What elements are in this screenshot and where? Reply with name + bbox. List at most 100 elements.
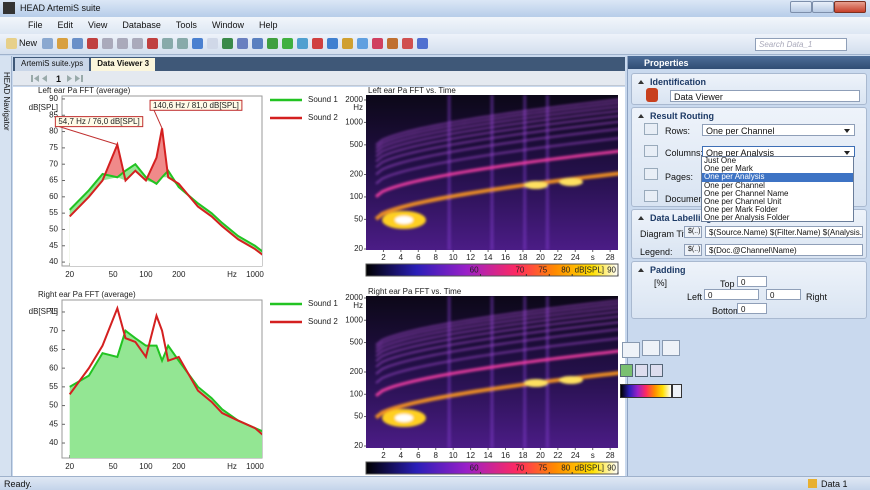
toolbar-icon[interactable] (386, 38, 398, 50)
spectrum-hotspot (524, 379, 548, 387)
menu-item[interactable]: Database (122, 20, 161, 30)
bottom-field[interactable]: 0 (737, 303, 767, 314)
toolbar-icon[interactable] (101, 38, 113, 50)
spectrum-trace (375, 101, 618, 150)
document-tab[interactable]: Data Viewer 3 (91, 58, 156, 71)
page-nav-arrows[interactable] (31, 74, 91, 83)
legend-field[interactable]: $(Doc.@Channel\Name) (705, 244, 863, 256)
palette-select[interactable] (620, 384, 672, 398)
toolbar-icon[interactable] (281, 38, 293, 50)
palette-dropdown[interactable] (672, 384, 682, 398)
toolbar-icon[interactable] (131, 38, 143, 50)
search-box[interactable]: Search Data_1 (755, 38, 847, 51)
menu-item[interactable]: Help (258, 20, 278, 30)
document-tab[interactable]: ArtemiS suite.yps (15, 58, 90, 71)
toolbar-icon[interactable] (161, 38, 173, 50)
toolbar-icon[interactable] (266, 38, 278, 50)
section-heading[interactable]: Identification (638, 77, 706, 87)
tool-button[interactable] (662, 340, 680, 356)
app-icon (3, 2, 15, 14)
tool-button[interactable] (622, 342, 640, 358)
name-field[interactable]: Data Viewer (670, 90, 860, 102)
toolbar-icon[interactable] (146, 38, 158, 50)
x-tick-label: 2 (381, 253, 386, 262)
dropdown-option[interactable]: One per Channel (704, 180, 765, 190)
y-tick-label: 60 (49, 192, 58, 201)
dropdown-option[interactable]: One per Channel Unit (704, 196, 782, 206)
toolbar-icon[interactable] (236, 38, 248, 50)
toolbar-icon[interactable] (416, 38, 428, 50)
colorbar-label: 80 (561, 266, 570, 275)
tool-button[interactable] (650, 364, 663, 377)
series-line (68, 162, 262, 253)
new-button[interactable]: New (19, 38, 38, 48)
minimize-button[interactable] (790, 1, 812, 13)
series-line (69, 329, 262, 433)
title-macro-button[interactable]: $(..) (684, 226, 702, 238)
y-tick-label: 100 (350, 389, 364, 398)
rows-select[interactable]: One per Channel (702, 124, 855, 136)
toolbar-icon[interactable] (401, 38, 413, 50)
x-tick-label: 22 (553, 451, 562, 460)
title-field[interactable]: $(Source.Name) $(Filter.Name) $(Analysis… (705, 226, 863, 238)
toolbar-icon[interactable] (371, 38, 383, 50)
x-tick-label: 8 (434, 253, 439, 262)
section-heading[interactable]: Data Labelling (638, 213, 712, 223)
x-tick-label: 50 (109, 270, 118, 279)
top-field[interactable]: 0 (737, 276, 767, 287)
toolbar-icon[interactable] (191, 38, 203, 50)
menu-item[interactable]: File (28, 20, 43, 30)
legend-macro-button[interactable]: $(..) (684, 244, 702, 256)
bottom-label: Bottom (712, 306, 741, 316)
menu-item[interactable]: Window (211, 20, 244, 30)
toolbar-icon[interactable] (56, 38, 68, 50)
dropdown-option[interactable]: Just One (704, 156, 737, 165)
menu-item[interactable]: View (88, 20, 108, 30)
section-heading[interactable]: Padding (638, 265, 686, 275)
toolbar-icon[interactable] (116, 38, 128, 50)
toolbar-icon[interactable] (41, 38, 53, 50)
dropdown-option[interactable]: One per Mark (704, 164, 753, 174)
spectrum-trace (375, 328, 618, 375)
y-tick-label: 500 (350, 140, 364, 149)
spectrum-trace (375, 349, 618, 397)
toolbar-icon[interactable] (86, 38, 98, 50)
maximize-button[interactable] (812, 1, 834, 13)
status-data[interactable]: Data 1 (821, 479, 848, 489)
series-line (68, 305, 262, 436)
menu-item[interactable]: Edit (57, 20, 74, 30)
pages-icon (644, 168, 658, 180)
dropdown-option[interactable]: One per Channel Name (704, 188, 789, 198)
annotation-leader (59, 126, 118, 146)
toolbar-icon[interactable] (356, 38, 368, 50)
dropdown-option[interactable]: One per Analysis (702, 173, 853, 182)
toolbar-icon[interactable] (341, 38, 353, 50)
colorbar-label: 80 (561, 464, 570, 473)
tool-button[interactable] (635, 364, 648, 377)
right-label: Right (806, 292, 828, 302)
toolbar-icon[interactable] (326, 38, 338, 50)
rows-label: Rows: (665, 126, 691, 136)
dropdown-option[interactable]: One per Analysis Folder (704, 213, 790, 223)
tool-button[interactable] (620, 364, 633, 377)
toolbar-icon[interactable] (176, 38, 188, 50)
x-tick-label: 200 (172, 270, 186, 279)
annotation-label: 140,6 Hz / 81,0 dB[SPL] (153, 101, 239, 110)
toolbar-icon[interactable] (311, 38, 323, 50)
section-heading[interactable]: Result Routing (638, 111, 714, 121)
menu-item[interactable]: Tools (175, 20, 197, 30)
toolbar-icon[interactable] (296, 38, 308, 50)
toolbar-icon[interactable] (206, 38, 218, 50)
x-axis-label: Hz (227, 270, 237, 279)
close-button[interactable] (834, 1, 866, 13)
spectrum-trace (375, 120, 618, 169)
toolbar-icon[interactable] (251, 38, 263, 50)
left-field[interactable]: 0 (704, 289, 759, 300)
dropdown-option[interactable]: One per Mark Folder (704, 205, 778, 215)
tool-button[interactable] (642, 340, 660, 356)
toolbar-icon[interactable] (221, 38, 233, 50)
x-tick-label: 4 (399, 451, 404, 460)
toolbar-icon[interactable] (71, 38, 83, 50)
right-field[interactable]: 0 (766, 289, 801, 300)
properties-header: Properties (628, 56, 870, 69)
